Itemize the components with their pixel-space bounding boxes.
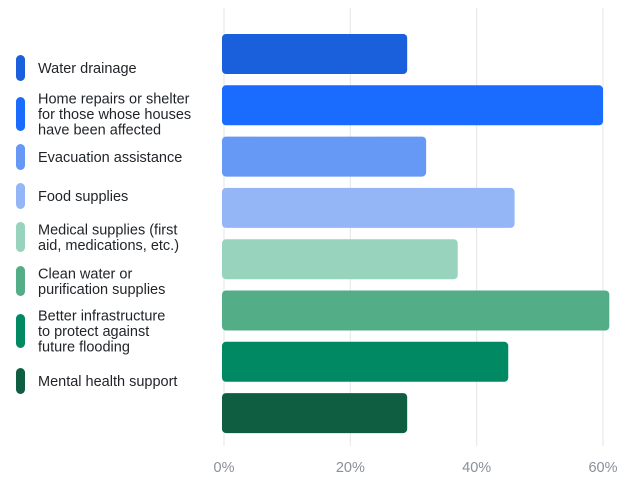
legend-label: Evacuation assistance (38, 150, 182, 166)
bar-7 (222, 341, 509, 382)
bar-1 (222, 34, 408, 74)
legend-label: Clean water or (38, 266, 132, 282)
legend-swatch-7 (16, 314, 25, 348)
bar-8 (222, 393, 408, 434)
bar-6 (222, 290, 610, 331)
x-tick-label: 40% (462, 460, 491, 476)
bar-4 (222, 187, 515, 228)
legend-label: for those whose houses (38, 107, 191, 123)
legend-swatch-5 (16, 222, 25, 252)
bar-5 (222, 239, 458, 280)
legend-label: have been affected (38, 123, 161, 139)
legend-label: Water drainage (38, 61, 137, 77)
legend-swatch-8 (16, 368, 25, 394)
legend-label: purification supplies (38, 282, 165, 298)
legend-label: Food supplies (38, 189, 128, 205)
bar-3 (222, 136, 427, 177)
legend-label: to protect against (38, 324, 149, 340)
legend-label: Better infrastructure (38, 309, 165, 325)
legend: Water drainage Home repairs or shelterfor… (16, 55, 191, 394)
x-tick-label: 0% (214, 460, 235, 476)
bar-2 (222, 85, 603, 126)
legend-label: future flooding (38, 340, 130, 356)
legend-label: aid, medications, etc.) (38, 238, 179, 254)
legend-swatch-3 (16, 144, 25, 170)
legend-swatch-6 (16, 266, 25, 296)
x-axis-ticks: 0% 20% 40% 60% (214, 460, 618, 476)
x-tick-label: 20% (336, 460, 365, 476)
legend-label: Home repairs or shelter (38, 92, 190, 108)
legend-label: Medical supplies (first (38, 222, 177, 238)
legend-swatch-4 (16, 183, 25, 209)
legend-label: Mental health support (38, 374, 177, 390)
bars (222, 34, 610, 434)
x-tick-label: 60% (588, 460, 617, 476)
legend-swatch-1 (16, 55, 25, 81)
legend-swatch-2 (16, 97, 25, 131)
